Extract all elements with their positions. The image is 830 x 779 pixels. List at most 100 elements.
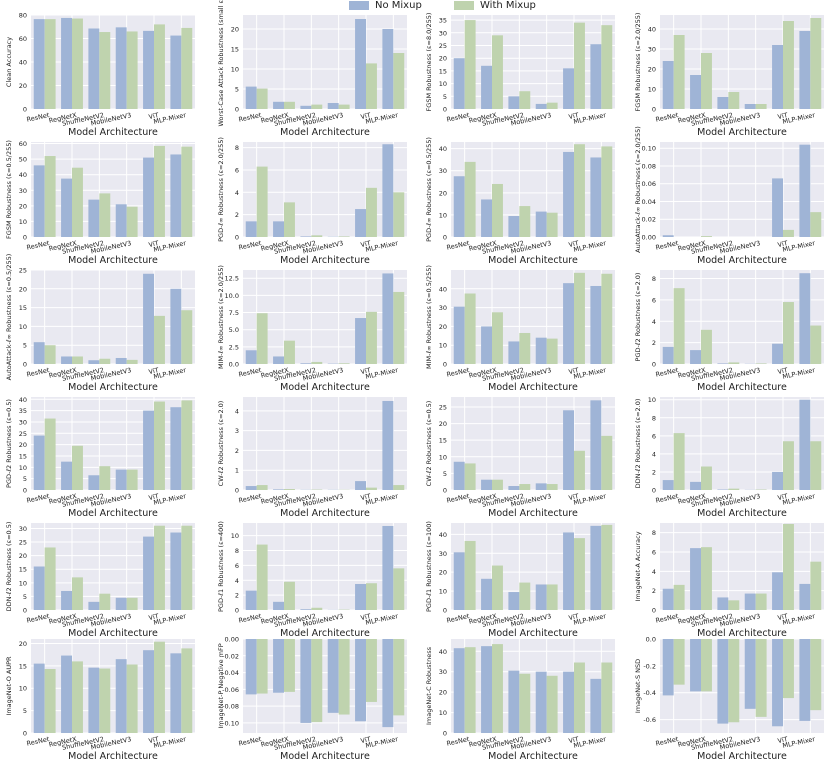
x-axis-label: Model Architecture: [697, 628, 787, 639]
bar-with-mixup: [492, 565, 503, 610]
bar-with-mixup: [546, 675, 558, 733]
bar-no-mixup: [382, 639, 394, 728]
x-axis-label: Model Architecture: [488, 382, 578, 393]
y-axis-label: FGSM Robustness (ε=0.5/255): [5, 140, 13, 239]
y-tick-label: 30: [439, 29, 447, 37]
bar-no-mixup: [300, 609, 312, 610]
bar-no-mixup: [300, 236, 312, 237]
bar-no-mixup: [508, 592, 520, 610]
chart-panel-21: 05101520ResNetRegNetXShuffleNetV2MobileN…: [5, 639, 195, 762]
bar-no-mixup: [590, 678, 602, 733]
y-tick-label: 0: [443, 361, 447, 369]
bar-with-mixup: [464, 161, 476, 237]
bar-no-mixup: [273, 639, 284, 693]
y-tick-label: 0: [443, 106, 447, 114]
bar-with-mixup: [256, 166, 268, 237]
x-tick-label: ViT: [777, 366, 789, 376]
y-tick-label: 0: [443, 487, 447, 495]
y-tick-label: 20: [439, 189, 447, 197]
y-tick-label: 10: [231, 66, 239, 74]
bar-no-mixup: [273, 101, 284, 109]
y-tick-label: 0: [23, 106, 27, 114]
chart-panel-8: 0.000.020.040.060.080.10ResNetRegNetXShu…: [634, 126, 824, 266]
bar-with-mixup: [464, 647, 476, 733]
bar-with-mixup: [338, 363, 350, 364]
bar-no-mixup: [453, 176, 465, 237]
bar-with-mixup: [783, 302, 794, 364]
y-tick-label: 6: [652, 549, 656, 557]
bar-with-mixup: [393, 568, 405, 610]
y-tick-label: 40: [19, 396, 27, 404]
x-tick-label: ResNet: [655, 239, 680, 252]
plot-background: [31, 270, 195, 364]
bar-no-mixup: [535, 671, 547, 733]
bar-no-mixup: [453, 552, 465, 610]
bar-no-mixup: [300, 105, 312, 109]
plot-background: [451, 523, 615, 610]
y-tick-label: 2: [235, 592, 239, 600]
y-tick-label: 15: [231, 46, 239, 54]
bar-with-mixup: [126, 597, 138, 610]
x-tick-label: ViT: [148, 111, 160, 121]
x-tick-label: ViT: [360, 492, 372, 502]
plot-background: [451, 397, 615, 490]
x-axis-label: Model Architecture: [697, 127, 787, 138]
bar-no-mixup: [453, 306, 465, 364]
y-tick-label: 0.08: [642, 162, 656, 170]
bar-no-mixup: [662, 61, 674, 109]
bar-no-mixup: [799, 639, 811, 721]
bar-with-mixup: [181, 27, 193, 109]
y-tick-label: 0: [652, 487, 656, 495]
bar-with-mixup: [393, 53, 405, 109]
bar-no-mixup: [453, 58, 465, 109]
y-tick-label: 2: [652, 339, 656, 347]
bar-with-mixup: [154, 145, 165, 237]
bar-no-mixup: [662, 588, 674, 610]
y-axis-label: ImageNet-O AUPR: [5, 656, 13, 716]
bar-with-mixup: [701, 466, 712, 490]
x-tick-label: ResNet: [238, 111, 263, 124]
chart-panel-15: 0510152025ResNetRegNetXShuffleNetV2Mobil…: [425, 397, 615, 519]
bar-no-mixup: [115, 469, 127, 490]
bar-no-mixup: [245, 486, 257, 490]
bar-no-mixup: [563, 283, 574, 364]
legend-item-no-mixup: No Mixup: [349, 0, 422, 12]
bar-no-mixup: [300, 363, 312, 364]
bar-no-mixup: [481, 578, 492, 610]
y-tick-label: -0.04: [222, 669, 239, 677]
bar-with-mixup: [99, 593, 111, 610]
bar-no-mixup: [690, 548, 701, 610]
bar-no-mixup: [690, 350, 701, 364]
bar-with-mixup: [783, 523, 794, 610]
bar-no-mixup: [535, 337, 547, 364]
bar-no-mixup: [245, 590, 257, 610]
plot-background: [31, 397, 195, 490]
y-tick-label: 5: [235, 86, 239, 94]
bar-no-mixup: [33, 435, 45, 490]
bar-with-mixup: [701, 329, 712, 364]
bar-with-mixup: [701, 547, 712, 610]
bar-with-mixup: [701, 639, 712, 692]
y-tick-label: 40: [648, 26, 656, 34]
x-tick-label: ResNet: [238, 239, 263, 252]
y-tick-label: 0: [235, 487, 239, 495]
chart-panel-13: 0510152025303540ResNetRegNetXShuffleNetV…: [5, 396, 195, 519]
bar-no-mixup: [143, 157, 154, 237]
bar-no-mixup: [772, 639, 783, 727]
y-tick-label: 20: [648, 66, 656, 74]
bar-with-mixup: [546, 584, 558, 610]
x-tick-label: ResNet: [446, 735, 471, 748]
y-tick-label: 5.0: [229, 326, 239, 334]
plot-background: [243, 397, 407, 490]
bar-with-mixup: [181, 525, 193, 610]
bar-with-mixup: [154, 315, 165, 364]
y-tick-label: 4: [235, 577, 239, 585]
y-tick-label: 0.02: [642, 216, 656, 224]
bar-with-mixup: [519, 206, 531, 237]
bar-no-mixup: [535, 584, 547, 610]
bar-no-mixup: [481, 199, 492, 237]
x-tick-label: ViT: [568, 366, 580, 376]
y-tick-label: 4: [235, 189, 239, 197]
bar-no-mixup: [690, 75, 701, 109]
bar-no-mixup: [799, 31, 811, 109]
